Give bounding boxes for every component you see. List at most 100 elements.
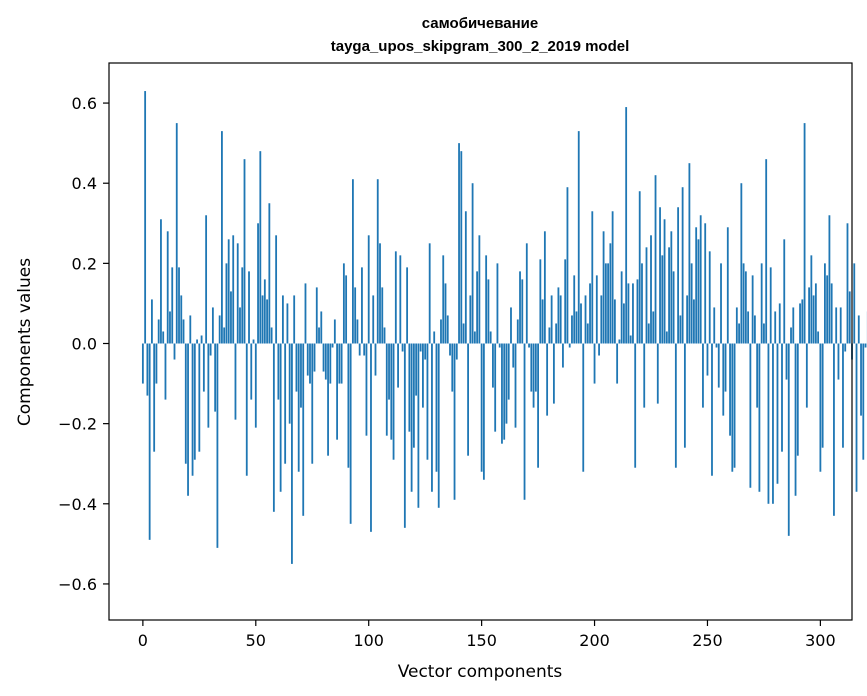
x-axis-label: Vector components [398,662,563,682]
bar-316 [855,343,858,492]
bar-311 [844,343,847,352]
bar-97 [361,267,363,344]
bar-17 [180,295,183,344]
bar-141 [460,151,463,344]
bar-135 [446,315,449,344]
bar-221 [641,263,643,344]
bar-285 [785,343,788,380]
bar-55 [266,299,268,344]
bar-42 [236,243,239,344]
bar-35 [221,131,223,344]
bar-189 [568,343,571,348]
bar-82 [327,343,329,456]
bar-154 [489,331,492,344]
bar-148 [476,271,479,344]
bar-208 [611,211,614,344]
bar-15 [175,123,178,344]
bar-3 [148,343,151,540]
bar-162 [507,343,510,400]
bar-47 [248,271,250,344]
bar-278 [769,267,772,344]
bar-181 [550,295,553,344]
y-tick-label: −0.4 [58,495,97,514]
bar-129 [433,331,436,344]
x-tick-label: 250 [692,631,723,650]
bar-79 [320,311,323,344]
bar-204 [602,231,605,344]
bar-246 [697,239,700,344]
bar-22 [191,343,194,476]
bar-8 [160,219,162,344]
bar-313 [848,291,851,344]
bar-25 [198,343,201,452]
bar-31 [211,307,214,344]
bar-126 [426,343,429,460]
x-tick-label: 100 [353,631,384,650]
bar-34 [218,315,221,344]
bar-207 [609,243,612,344]
bar-62 [281,295,284,344]
bar-320 [864,343,867,348]
bar-295 [808,287,810,344]
bar-157 [496,263,499,344]
bar-54 [263,279,266,344]
bar-197 [586,323,589,344]
bar-152 [485,255,488,344]
bar-103 [374,343,377,376]
bar-239 [681,187,684,344]
bar-267 [744,271,747,344]
bar-310 [842,343,844,448]
bar-298 [814,283,817,344]
bar-279 [772,343,774,504]
y-tick-label: −0.2 [58,415,97,434]
bar-23 [193,343,196,460]
bar-147 [473,331,476,344]
x-tick-label: 150 [466,631,497,650]
bar-264 [738,323,740,344]
bars-group [141,91,867,564]
bar-66 [291,343,293,564]
bar-196 [584,295,587,344]
bar-165 [514,343,517,428]
bar-56 [268,203,271,344]
bar-24 [196,339,198,344]
bar-284 [783,239,786,344]
bar-77 [315,287,318,344]
bar-293 [803,123,806,344]
bar-292 [801,299,804,344]
bar-40 [232,235,235,344]
bar-95 [356,319,359,344]
bar-4 [151,299,153,344]
bar-163 [510,307,512,344]
bar-224 [647,323,650,344]
bar-88 [340,343,343,384]
bar-247 [699,215,702,344]
bar-198 [589,283,591,344]
bar-21 [189,315,192,344]
bar-231 [663,219,666,344]
bar-101 [370,343,372,532]
bar-9 [162,331,165,344]
bar-268 [747,311,750,344]
bar-214 [625,107,628,344]
bar-72 [304,283,307,344]
bar-242 [688,163,691,344]
bar-186 [562,343,564,368]
bar-44 [241,267,244,344]
bar-111 [392,343,395,460]
bar-277 [767,343,770,504]
bar-200 [593,343,596,384]
bar-51 [257,223,259,344]
bar-245 [695,227,698,344]
bar-273 [758,343,761,492]
bar-192 [575,311,578,344]
bar-301 [821,343,824,448]
x-tick-label: 300 [805,631,836,650]
bar-262 [733,343,736,468]
bar-182 [552,343,555,404]
bar-144 [467,343,469,456]
bar-113 [397,343,399,388]
bar-240 [683,343,686,448]
bar-275 [763,323,765,344]
